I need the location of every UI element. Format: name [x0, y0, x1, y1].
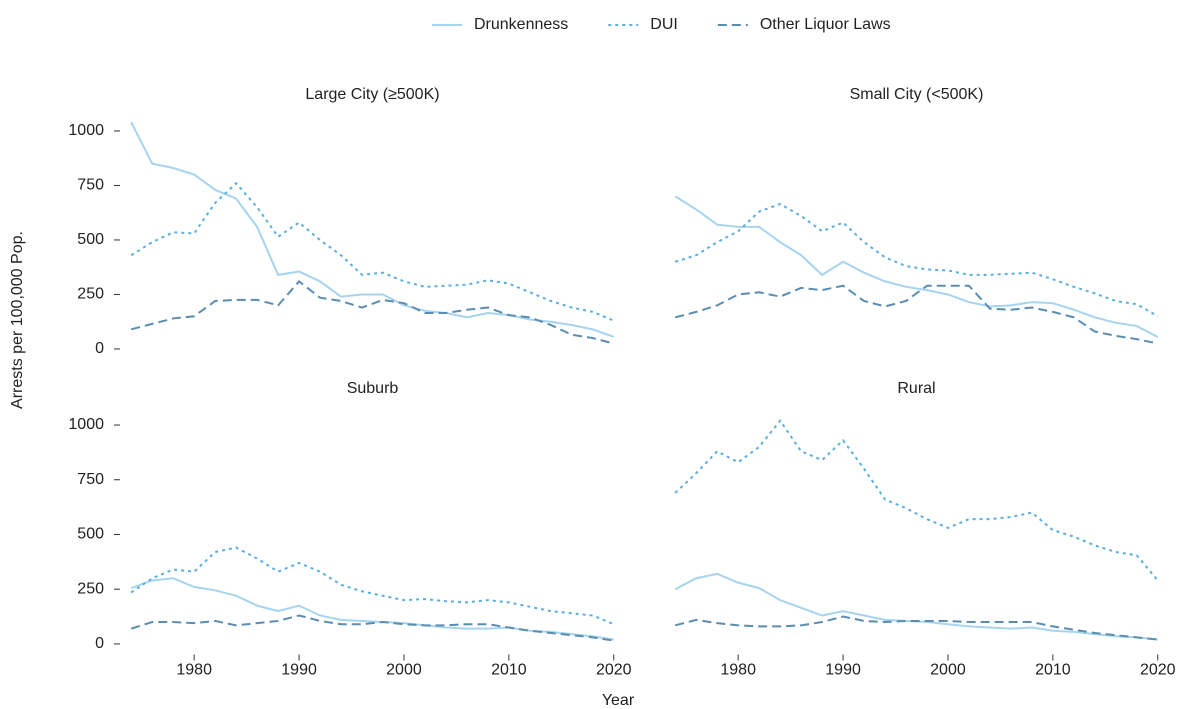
x-tick-label: 1980 [720, 662, 756, 679]
x-axis-label: Year [602, 692, 635, 709]
x-tick-label: 2000 [386, 662, 422, 679]
x-tick-label: 2010 [491, 662, 527, 679]
legend-label: DUI [650, 16, 678, 33]
facet-title: Large City (≥500K) [305, 86, 439, 103]
y-tick-label: 0 [95, 340, 104, 357]
series-line [130, 181, 615, 322]
series-line [130, 121, 615, 338]
y-tick-label: 500 [77, 526, 104, 543]
x-tick-label: 2020 [1140, 662, 1176, 679]
y-tick-label: 750 [77, 471, 104, 488]
x-tick-label: 2020 [596, 662, 632, 679]
facet-title: Rural [897, 380, 935, 397]
series-line [130, 614, 614, 642]
series-line [674, 615, 1158, 641]
y-axis-label: Arrests per 100,000 Pop. [9, 231, 26, 409]
series-line [674, 572, 1158, 641]
x-tick-label: 2000 [930, 662, 966, 679]
x-tick-label: 1980 [176, 662, 212, 679]
y-tick-label: 250 [77, 286, 104, 303]
series-line [130, 280, 615, 345]
y-tick-label: 0 [95, 635, 104, 652]
y-tick-label: 1000 [68, 416, 104, 433]
series-line [130, 546, 615, 626]
series-line [674, 202, 1159, 318]
facet-title: Small City (<500K) [850, 86, 984, 103]
x-tick-label: 1990 [825, 662, 861, 679]
series-line [674, 284, 1158, 345]
y-tick-label: 500 [77, 231, 104, 248]
y-tick-label: 250 [77, 580, 104, 597]
y-tick-label: 1000 [68, 122, 104, 139]
x-tick-label: 2010 [1035, 662, 1071, 679]
facet-title: Suburb [347, 380, 399, 397]
series-line [674, 195, 1159, 338]
legend-label: Other Liquor Laws [760, 16, 891, 33]
series-line [674, 418, 1159, 582]
x-tick-label: 1990 [281, 662, 317, 679]
y-tick-label: 750 [77, 177, 104, 194]
legend-label: Drunkenness [474, 16, 568, 33]
